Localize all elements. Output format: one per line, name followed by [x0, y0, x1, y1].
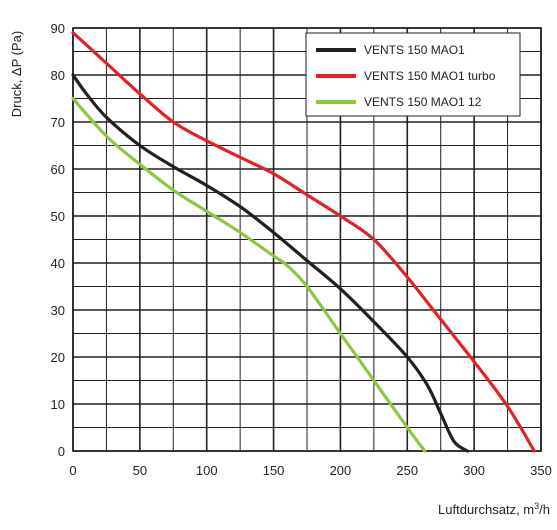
x-axis-title: Luftdurchsatz, m3/h — [438, 501, 550, 517]
y-tick-label: 10 — [51, 397, 65, 412]
y-tick-label: 50 — [51, 209, 65, 224]
y-tick-label: 60 — [51, 162, 65, 177]
legend: VENTS 150 MAO1 VENTS 150 MAO1 turbo VENT… — [305, 32, 521, 117]
y-tick-label: 90 — [51, 21, 65, 36]
legend-label-vents-150-mao1-turbo: VENTS 150 MAO1 turbo — [364, 69, 496, 83]
x-tick-label: 250 — [396, 463, 418, 478]
series-line-vents-150-mao1-12 — [71, 96, 427, 453]
y-tick-label: 30 — [51, 303, 65, 318]
legend-label-vents-150-mao1: VENTS 150 MAO1 — [364, 43, 465, 57]
tick-labels: 0 50 100 150 200 250 300 350 0 10 20 30 40 50 60 70 80 90 — [51, 21, 552, 478]
y-tick-label: 20 — [51, 350, 65, 365]
x-tick-label: 100 — [196, 463, 218, 478]
y-tick-label: 80 — [51, 68, 65, 83]
x-tick-label: 350 — [530, 463, 552, 478]
plot-frame — [72, 27, 542, 452]
x-tick-label: 50 — [133, 463, 147, 478]
legend-label-vents-150-mao1-12: VENTS 150 MAO1 12 — [364, 95, 482, 109]
series-group — [71, 31, 536, 453]
y-tick-label: 0 — [58, 444, 65, 459]
y-tick-label: 40 — [51, 256, 65, 271]
series-line-vents-150-mao1-turbo — [71, 31, 536, 453]
x-tick-label: 150 — [263, 463, 285, 478]
series-line-vents-150-mao1 — [71, 73, 470, 453]
x-tick-label: 200 — [330, 463, 352, 478]
y-axis-title: Druck, ΔP (Pa) — [9, 31, 24, 117]
x-tick-label: 300 — [463, 463, 485, 478]
y-tick-label: 70 — [51, 115, 65, 130]
x-tick-label: 0 — [69, 463, 76, 478]
